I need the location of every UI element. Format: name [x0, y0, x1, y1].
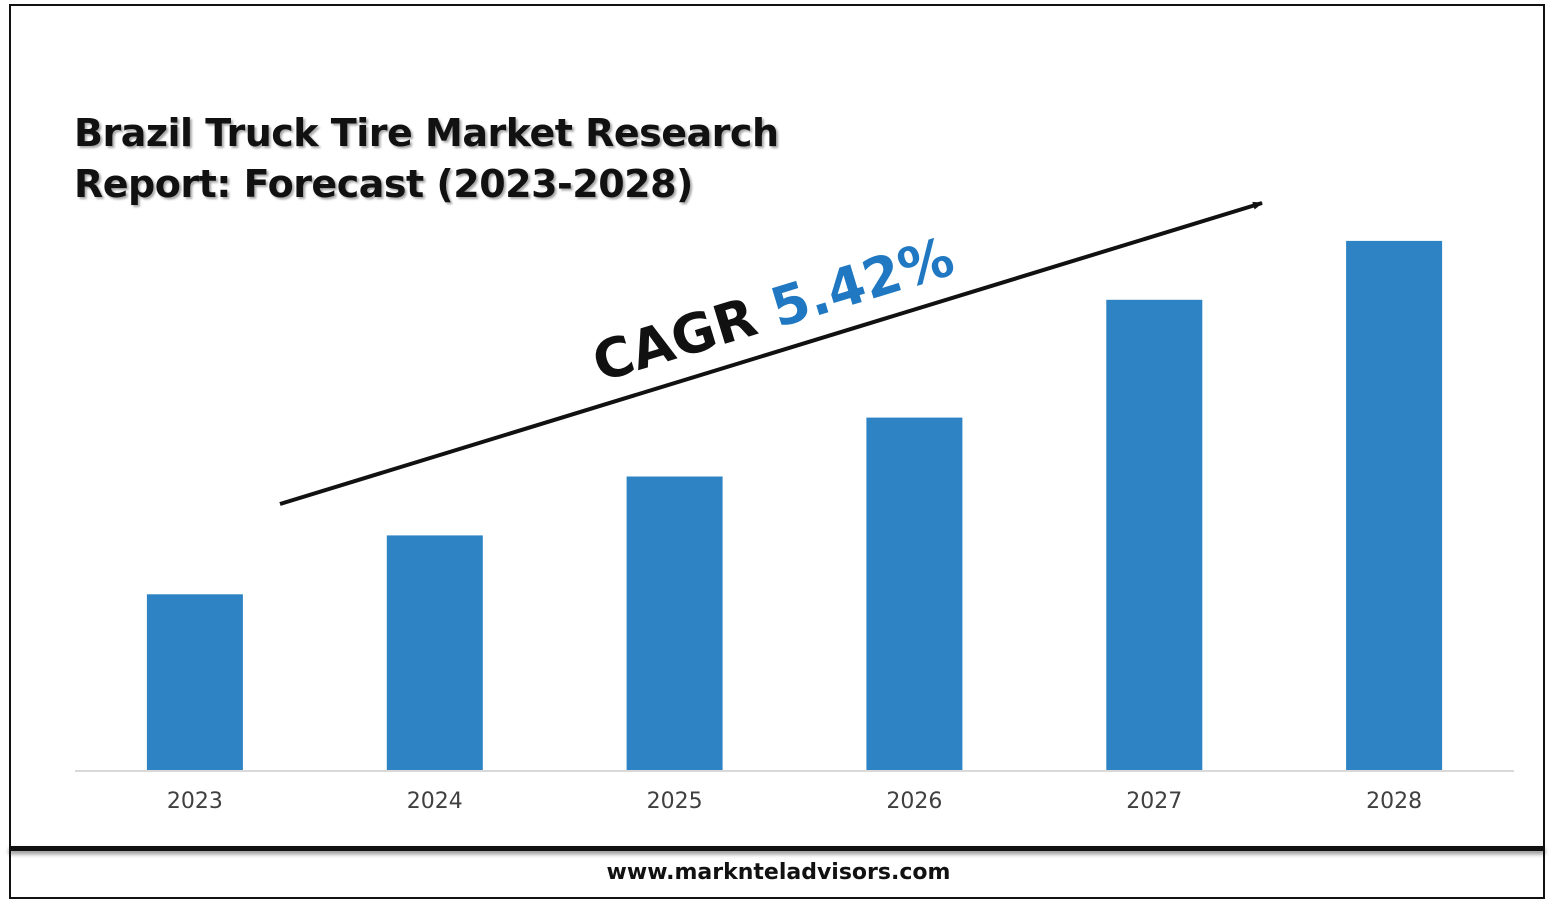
bar-2023	[146, 594, 243, 771]
footer-divider	[9, 846, 1545, 851]
chart-title: Brazil Truck Tire Market Research Report…	[74, 108, 834, 210]
cagr-label: CAGR	[585, 280, 781, 395]
x-tick-label-2023: 2023	[167, 789, 223, 814]
chart-title-line-1: Brazil Truck Tire Market Research	[74, 111, 779, 155]
x-tick-label-2024: 2024	[407, 789, 463, 814]
bar-2027	[1106, 299, 1203, 771]
growth-trend-arrow	[279, 201, 1263, 506]
x-axis-tick-labels: 2023 2024 2025 2026 2027 2028	[167, 789, 1422, 814]
bar-2025	[626, 476, 723, 771]
bars-group	[146, 240, 1443, 771]
chart-title-line-2: Report: Forecast (2023-2028)	[74, 162, 693, 206]
x-tick-label-2028: 2028	[1366, 789, 1422, 814]
cagr-value: 5.42%	[763, 225, 961, 340]
footer-website-url: www.marknteladvisors.com	[606, 860, 951, 885]
bar-2026	[866, 417, 963, 771]
x-tick-label-2026: 2026	[886, 789, 942, 814]
bar-2024	[386, 535, 483, 771]
x-tick-label-2027: 2027	[1126, 789, 1182, 814]
chart-frame	[9, 4, 1545, 899]
cagr-annotation: CAGR 5.42%	[585, 225, 961, 394]
x-tick-label-2025: 2025	[647, 789, 703, 814]
bar-2028	[1346, 240, 1443, 771]
